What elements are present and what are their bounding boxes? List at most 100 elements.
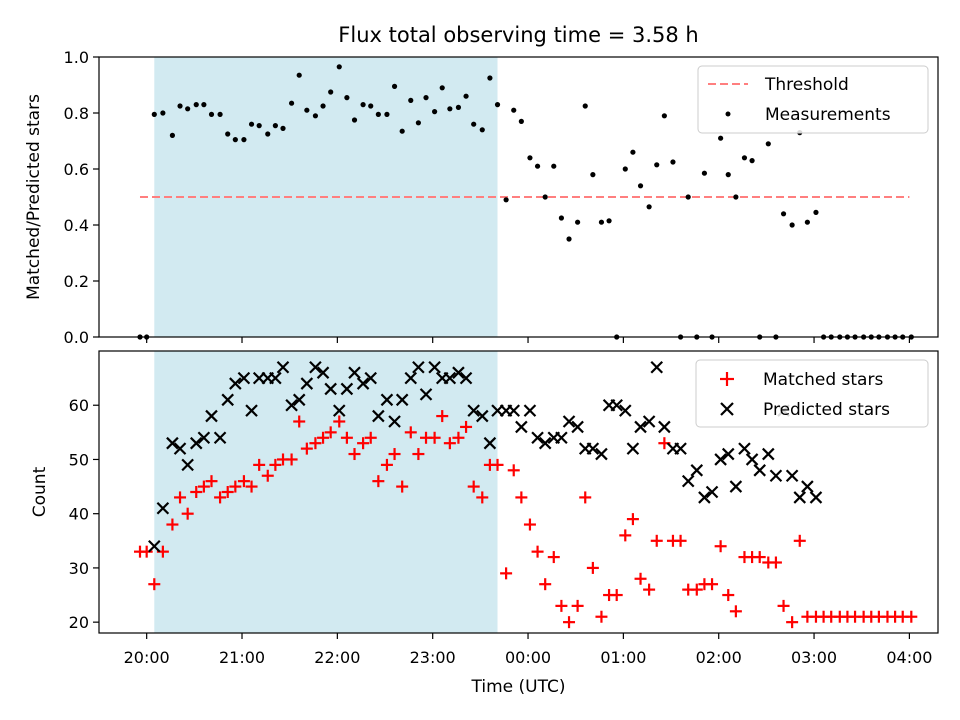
predicted-point	[475, 409, 489, 423]
bottom-y-axis: 20 30 40 50 60	[69, 396, 99, 632]
predicted-point	[634, 420, 647, 434]
matched-point	[317, 431, 330, 444]
measurement-point	[399, 128, 405, 134]
measurement-point	[256, 123, 262, 129]
measurement-point	[177, 103, 183, 109]
matched-point	[245, 480, 258, 493]
measurement-point	[622, 166, 628, 172]
predicted-point	[166, 436, 179, 450]
predicted-point	[332, 404, 346, 417]
predicted-point	[428, 360, 441, 374]
predicted-point	[324, 382, 337, 396]
matched-point	[491, 458, 504, 471]
matched-point	[793, 534, 806, 547]
measurement-point	[646, 204, 652, 210]
matched-point	[571, 599, 584, 612]
matched-point	[214, 491, 227, 504]
predicted-point	[681, 474, 695, 488]
predicted-point	[610, 398, 623, 412]
measurement-point	[598, 219, 605, 225]
measurement-point	[518, 118, 524, 124]
measurement-points	[137, 64, 914, 340]
measurement-point	[527, 155, 533, 161]
predicted-point	[793, 491, 807, 504]
measurement-point	[280, 125, 286, 131]
predicted-point	[372, 409, 385, 423]
predicted-point	[443, 371, 457, 385]
matched-point	[515, 491, 528, 504]
panel-ratio: 0.0 0.2 0.4 0.6 0.8 1.0 Matched/Predicted sta…	[24, 48, 939, 347]
measurement-point	[701, 170, 708, 176]
measurement-point	[296, 72, 302, 78]
measurement-point	[503, 197, 509, 203]
matched-point	[443, 437, 456, 450]
top-x-ticks	[146, 337, 910, 343]
y-tick-label: 0.8	[64, 104, 89, 123]
measurement-point	[344, 95, 350, 101]
x-tick-label: 01:00	[600, 648, 646, 667]
predicted-point	[571, 420, 584, 434]
predicted-point	[300, 377, 314, 390]
matched-point	[467, 480, 480, 493]
panel-counts: 20 30 40 50 60 20:00 21:00 22:00 23:00 00:00 01:0…	[30, 350, 939, 667]
matched-point	[221, 486, 234, 498]
measurement-point	[471, 121, 477, 127]
predicted-point	[515, 420, 528, 434]
matched-point	[148, 578, 161, 591]
measurement-point	[455, 104, 462, 110]
measurement-point	[408, 97, 414, 103]
measurement-point	[439, 85, 445, 91]
matched-point	[388, 448, 401, 461]
measurement-point	[551, 163, 557, 169]
predicted-point	[538, 436, 552, 450]
matched-point	[166, 518, 179, 531]
matched-point	[340, 431, 353, 444]
y-tick-label: 30	[69, 559, 89, 578]
matched-point	[357, 437, 370, 450]
top-legend-box	[697, 65, 929, 134]
predicted-point	[674, 442, 687, 455]
predicted-point	[356, 377, 370, 390]
measurement-point	[320, 103, 326, 109]
measurement-point	[336, 64, 342, 70]
measurement-point	[415, 120, 421, 126]
predicted-point	[762, 447, 775, 461]
predicted-point	[340, 382, 354, 396]
top-y-axis: 0.0 0.2 0.4 0.6 0.8 1.0	[64, 48, 99, 347]
measurement-point	[312, 113, 319, 119]
measurement-point	[160, 110, 166, 116]
predicted-point	[181, 458, 194, 472]
top-y-label: Matched/Predicted stars	[24, 94, 44, 300]
measurement-point	[169, 132, 176, 138]
measurement-point	[479, 127, 485, 133]
matched-point	[547, 551, 560, 564]
matched-point	[579, 491, 592, 504]
matched-point	[333, 415, 346, 428]
y-tick-label: 20	[69, 613, 89, 632]
predicted-point	[213, 431, 227, 445]
measurement-point	[637, 183, 644, 189]
x-tick-label: 04:00	[886, 648, 932, 667]
matched-point	[555, 599, 568, 612]
measurement-point	[217, 111, 223, 117]
predicted-point	[555, 431, 568, 445]
measurement-point	[685, 194, 691, 200]
measurement-point	[248, 121, 255, 127]
predicted-point	[276, 360, 290, 374]
matched-point	[452, 431, 465, 444]
predicted-point	[156, 501, 170, 515]
measurement-point	[511, 107, 517, 113]
measurement-point	[558, 215, 565, 221]
predicted-point	[364, 371, 377, 385]
bottom-y-label: Count	[30, 466, 50, 517]
matched-point	[140, 545, 153, 558]
measurement-point	[463, 93, 469, 99]
matched-point	[269, 458, 282, 471]
predicted-point	[714, 453, 727, 466]
predicted-point	[292, 393, 306, 407]
matched-point	[436, 410, 449, 423]
matched-point	[563, 616, 576, 629]
x-tick-label: 21:00	[219, 648, 265, 667]
predicted-point	[626, 442, 640, 455]
